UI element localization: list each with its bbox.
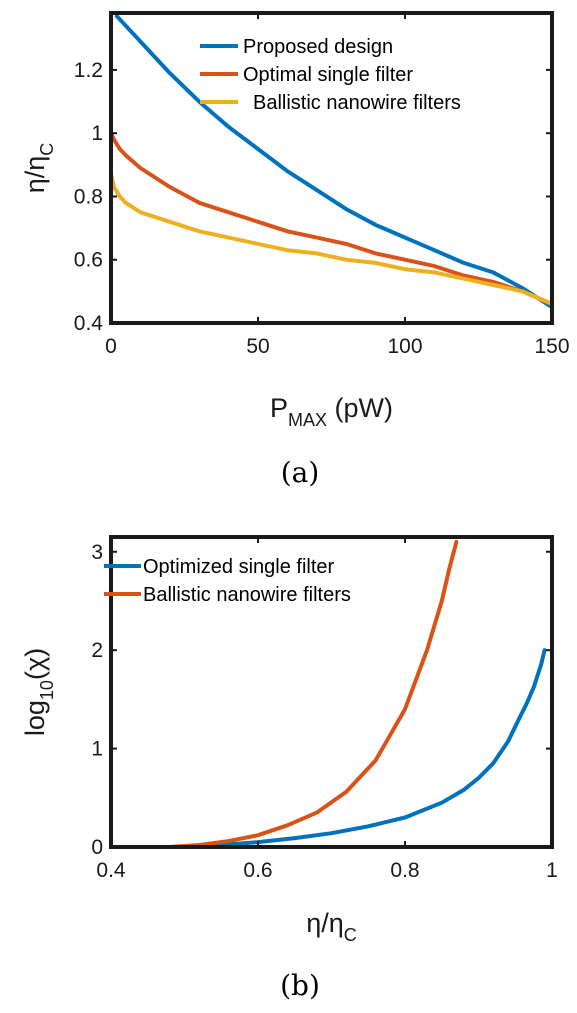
x-axis-label-base: η/η: [306, 908, 344, 938]
legend-label-1: Optimized single filter: [143, 556, 335, 578]
y-axis-label-suffix: (χ): [20, 648, 50, 680]
x-axis-label: η/ηC: [306, 908, 357, 945]
series-line-2: [111, 133, 552, 304]
x-tick-label: 1: [546, 859, 558, 882]
figure-caption: (b): [280, 969, 320, 1002]
x-axis-label-sub: C: [344, 925, 357, 945]
y-tick-label: 0.4: [74, 312, 104, 335]
y-axis-label-sub: C: [37, 143, 57, 156]
plot-frame: [111, 13, 552, 323]
legend-label-2: Ballistic nanowire filters: [143, 584, 351, 606]
y-axis-label-group: η/ηC: [20, 143, 57, 194]
chart-a: 0 50 100 150 0.4 0.6 0.8 1 1.2 PMAX (pW) η/ηC Propo…: [20, 13, 570, 489]
legend: Proposed design Optimal single filter Ball…: [200, 36, 461, 114]
y-tick-label: 0.8: [74, 185, 103, 208]
y-tick-label: 1: [91, 122, 103, 145]
x-axis-label-suffix: (pW): [327, 393, 393, 423]
y-axis-label-group: log10(χ): [20, 648, 57, 736]
x-tick-label: 0.6: [243, 859, 272, 882]
y-axis-label: log10(χ): [20, 648, 57, 736]
legend-label-1: Proposed design: [243, 36, 393, 58]
x-tick-label: 100: [387, 335, 422, 358]
legend: Optimized single filter Ballistic nanowir…: [104, 556, 351, 606]
y-axis-label-base: log: [20, 700, 50, 736]
y-axis-label-base: η/η: [20, 156, 50, 194]
y-tick-label: 0.6: [74, 249, 103, 272]
x-axis-label: PMAX (pW): [270, 393, 393, 430]
x-tick-label: 50: [246, 335, 269, 358]
y-axis-label-sub: 10: [37, 680, 57, 700]
y-tick-label: 2: [91, 639, 103, 662]
legend-label-2: Optimal single filter: [243, 64, 413, 86]
x-axis-label-sub: MAX: [288, 410, 327, 430]
series-line-1: [117, 16, 552, 307]
y-tick-label: 1: [91, 738, 103, 761]
legend-label-3: Ballistic nanowire filters: [253, 92, 461, 114]
figure-caption: (a): [281, 456, 320, 489]
y-tick-label: 0: [91, 836, 103, 859]
x-tick-label: 0.8: [390, 859, 419, 882]
y-tick-label: 1.2: [74, 59, 103, 82]
y-axis-label: η/ηC: [20, 143, 57, 194]
y-tick-label: 3: [91, 541, 103, 564]
x-tick-label: 0: [105, 335, 117, 358]
series-line-1: [170, 650, 545, 847]
x-axis-label-base: P: [270, 393, 288, 423]
x-tick-label: 0.4: [96, 859, 126, 882]
x-tick-label: 150: [534, 335, 569, 358]
